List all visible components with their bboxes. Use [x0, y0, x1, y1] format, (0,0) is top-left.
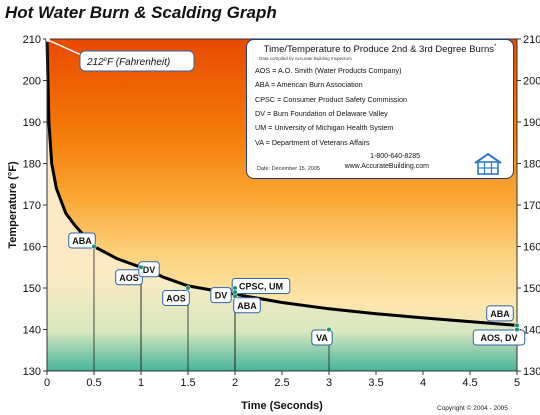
- data-point-label: AOS: [166, 294, 186, 304]
- y-tick-label-right: 160: [523, 242, 540, 254]
- data-point-label: AOS: [119, 273, 139, 283]
- data-point-label: ABA: [72, 236, 92, 246]
- data-point-label: DV: [143, 265, 156, 275]
- data-point-label-box: [486, 305, 514, 322]
- y-tick-label-right: 150: [523, 283, 540, 295]
- legend-title: Time/Temperature to Produce 2nd & 3rd De…: [263, 44, 497, 56]
- data-point-label-box: [162, 290, 190, 306]
- y-axis-label: Temperature (°F): [7, 161, 19, 249]
- data-point-label: CPSC, UM: [239, 282, 283, 292]
- data-point-label-box: [311, 329, 333, 346]
- y-tick-label-right: 130: [523, 366, 540, 378]
- data-point-label: ABA: [237, 301, 257, 311]
- data-point-label: DV: [215, 291, 228, 301]
- copyright-notice: Copyright © 2004 - 2005: [437, 405, 508, 412]
- data-point-label-box: [210, 287, 232, 304]
- data-point: [91, 243, 97, 250]
- x-tick-label: 4: [420, 377, 426, 389]
- legend-item-va: VA = Department of Veterans Affairs: [255, 137, 370, 147]
- house-logo-icon: [474, 153, 502, 175]
- legend-item-um: UM = University of Michigan Health Syste…: [255, 123, 394, 133]
- y-tick-label-right: 210: [523, 34, 540, 46]
- y-tick-label: 210: [23, 34, 41, 46]
- chart-title: Hot Water Burn & Scalding Graph: [5, 3, 277, 22]
- under-curve-area: [47, 39, 517, 371]
- data-point: [185, 285, 191, 291]
- data-point-label-box: [68, 232, 96, 249]
- x-tick-label: 3: [326, 377, 332, 389]
- legend-date: Date: December 15, 2005: [257, 166, 320, 172]
- x-tick-label: 0.5: [86, 377, 101, 389]
- y-tick-label: 150: [23, 283, 41, 295]
- x-tick-label: 5: [514, 377, 520, 389]
- legend-item-aba: ABA = American Burn Association: [255, 80, 363, 90]
- y-tick-label-right: 170: [523, 200, 540, 212]
- data-point-label-box: [472, 329, 526, 346]
- legend-item-cpsc: CPSC = Consumer Product Safety Commissio…: [255, 94, 407, 104]
- data-point: [138, 264, 144, 270]
- y-tick-label-right: 190: [523, 117, 540, 129]
- x-tick-label: 1: [138, 377, 144, 389]
- y-tick-label: 200: [23, 76, 41, 88]
- x-tick-label: 4.5: [462, 377, 477, 389]
- y-tick-label: 170: [23, 200, 41, 212]
- data-point-label-box: [233, 297, 261, 314]
- legend-website: www.AccurateBuilding.com: [344, 163, 429, 170]
- legend-panel: Time/Temperature to Produce 2nd & 3rd De…: [246, 39, 514, 179]
- data-point: [326, 326, 332, 333]
- x-tick-label: 1.5: [180, 377, 195, 389]
- y-tick-label: 180: [23, 159, 41, 171]
- data-point: [514, 326, 520, 333]
- x-tick-label: 0: [44, 377, 50, 389]
- x-axis-label: Time (Seconds): [241, 400, 323, 412]
- data-point: [232, 293, 238, 299]
- legend-subtitle: Data compiled by Accurate Building Inspe…: [259, 56, 352, 62]
- data-point-label-box: [138, 261, 160, 278]
- data-point-label: AOS, DV: [480, 333, 517, 343]
- x-tick-label: 2: [232, 377, 238, 389]
- data-point-label: ABA: [490, 309, 510, 319]
- svg-text:212oF (Fahrenheit): 212oF (Fahrenheit): [86, 57, 170, 68]
- legend-item-aos: AOS = A.O. Smith (Water Products Company…: [255, 66, 402, 76]
- legend-phone: 1-800-640-8285: [370, 153, 420, 160]
- y-tick-label: 140: [23, 325, 41, 337]
- boiling-point-callout: 212oF (Fahrenheit): [46, 38, 195, 72]
- legend-item-dv: DV = Burn Foundation of Delaware Valley: [255, 109, 388, 119]
- y-tick-label-right: 140: [523, 325, 540, 337]
- y-tick-label: 130: [23, 366, 41, 378]
- data-point-label: VA: [316, 333, 328, 343]
- x-tick-label: 3.5: [368, 377, 383, 389]
- y-tick-label: 160: [23, 242, 41, 254]
- y-tick-label-right: 200: [523, 76, 540, 88]
- data-point-label-box: [231, 278, 291, 294]
- y-tick-label: 190: [23, 117, 41, 129]
- x-tick-label: 2.5: [274, 377, 289, 389]
- y-tick-label-right: 180: [523, 159, 540, 171]
